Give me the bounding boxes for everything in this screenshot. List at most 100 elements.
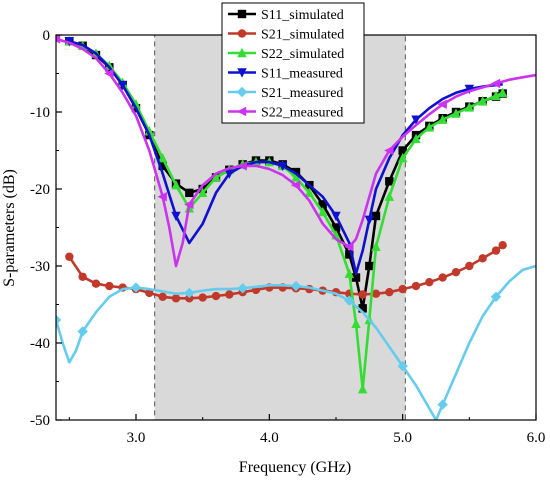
series-layer (56, 35, 536, 420)
legend-marker-s21-simulated (237, 29, 247, 38)
x-tick-label: 4.0 (260, 430, 279, 446)
data-point-s21-measured (56, 314, 62, 326)
data-point-s21-simulated (185, 294, 194, 303)
series-s22-measured (56, 35, 536, 268)
data-point-s22-simulated (157, 153, 168, 163)
data-point-s22-measured (104, 68, 114, 79)
legend-label-s22-measured: S22_measured (261, 106, 343, 121)
legend-marker-s22-measured (236, 106, 247, 117)
data-point-s21-simulated (78, 272, 87, 281)
y-tick-label: -50 (30, 413, 50, 429)
data-point-s21-measured (490, 291, 502, 302)
data-point-s21-simulated (498, 241, 507, 250)
data-point-s22-simulated (464, 102, 475, 112)
data-point-s22-measured (384, 145, 394, 156)
data-point-s21-simulated (145, 288, 154, 298)
data-point-s22-measured (56, 35, 61, 44)
data-point-s22-measured (237, 161, 247, 171)
legend-label-s22-simulated: S22_simulated (261, 47, 344, 62)
data-point-s11-simulated (398, 146, 407, 155)
data-point-s21-simulated (198, 293, 207, 302)
legend-marker-s11-measured (237, 68, 247, 78)
y-tick-label: -20 (30, 182, 50, 198)
series-line-s22-simulated (68, 39, 504, 391)
data-point-s22-simulated (344, 268, 355, 278)
data-point-s21-simulated (225, 290, 234, 299)
data-point-s11-simulated (365, 261, 374, 271)
data-point-s22-simulated (477, 96, 488, 106)
legend-marker-s22-simulated (237, 47, 247, 58)
data-point-s22-simulated (317, 206, 328, 217)
data-point-s22-simulated (304, 187, 315, 198)
data-point-s21-simulated (385, 287, 394, 297)
y-tick-label: -40 (30, 336, 50, 352)
data-point-s22-simulated (371, 241, 381, 251)
legend: S11_simulated S21_simulated S22_simulated S… (221, 2, 365, 124)
y-tick-label: -30 (30, 259, 50, 275)
data-point-s22-simulated (437, 114, 448, 124)
data-point-s11-measured (171, 211, 181, 222)
data-point-s22-measured (290, 180, 301, 190)
data-point-s22-measured (344, 242, 354, 252)
data-point-s22-simulated (384, 191, 395, 201)
x-tick-label: 5.0 (393, 430, 412, 446)
legend-label-s11-simulated: S11_simulated (261, 8, 344, 23)
data-point-s21-simulated (425, 277, 434, 287)
data-point-s11-measured (411, 115, 421, 125)
data-point-s22-simulated (397, 153, 408, 163)
data-point-s11-simulated (291, 167, 301, 177)
data-point-s11-simulated (331, 223, 341, 232)
data-point-s21-measured (397, 360, 408, 372)
data-point-s11-simulated (185, 188, 194, 198)
data-point-s22-simulated (197, 187, 208, 198)
data-point-s11-simulated (351, 273, 361, 282)
data-point-s22-measured (184, 199, 194, 210)
y-tick-label: 0 (43, 28, 51, 44)
legend-label-s11-measured: S11_measured (261, 67, 343, 82)
data-point-s22-simulated (351, 318, 361, 328)
x-tick-label: 3.0 (127, 430, 146, 446)
data-point-s22-simulated (104, 60, 115, 70)
series-line-s22-measured (56, 37, 536, 268)
series-s21-measured (56, 264, 536, 420)
data-point-s21-simulated (465, 261, 474, 271)
data-point-s11-measured (277, 161, 288, 172)
data-point-s21-simulated (91, 279, 101, 288)
data-point-s22-measured (437, 99, 447, 109)
x-tick-label: 6.0 (527, 430, 546, 446)
data-point-s11-simulated (158, 161, 167, 171)
legend-marker-s11-simulated (237, 9, 247, 19)
data-point-s21-simulated (158, 292, 167, 301)
data-point-s21-simulated (105, 281, 114, 291)
x-axis-label: Frequency (GHz) (239, 459, 351, 476)
data-point-s22-measured (490, 78, 501, 89)
data-point-s11-measured (331, 211, 341, 222)
y-axis-label: S-parameters (dB) (1, 169, 18, 287)
data-point-s21-measured (437, 399, 448, 410)
series-line-s21-measured (56, 264, 536, 420)
data-point-s21-simulated (211, 291, 221, 301)
data-point-s21-simulated (398, 284, 407, 294)
series-line-s21-simulated (68, 244, 504, 300)
data-point-s22-measured (157, 192, 167, 202)
data-point-s21-simulated (438, 273, 447, 282)
data-point-s21-simulated (451, 267, 461, 277)
legend-marker-s21-measured (236, 86, 248, 98)
data-point-s11-simulated (358, 304, 367, 313)
data-point-s22-simulated (171, 179, 181, 190)
data-point-s22-simulated (291, 172, 301, 182)
data-point-s21-simulated (411, 281, 421, 291)
data-point-s22-simulated (491, 90, 501, 101)
data-point-s11-measured (224, 169, 235, 179)
data-point-s21-measured (237, 283, 248, 294)
data-point-s22-simulated (357, 384, 368, 394)
data-point-s11-measured (364, 215, 375, 225)
data-point-s22-simulated (497, 87, 508, 97)
data-point-s11-measured (117, 80, 128, 91)
legend-label-s21-measured: S21_measured (261, 86, 343, 101)
data-point-s21-simulated (371, 289, 381, 298)
data-point-s21-simulated (171, 294, 181, 303)
legend-box (221, 2, 365, 124)
clipped-series (56, 35, 536, 420)
